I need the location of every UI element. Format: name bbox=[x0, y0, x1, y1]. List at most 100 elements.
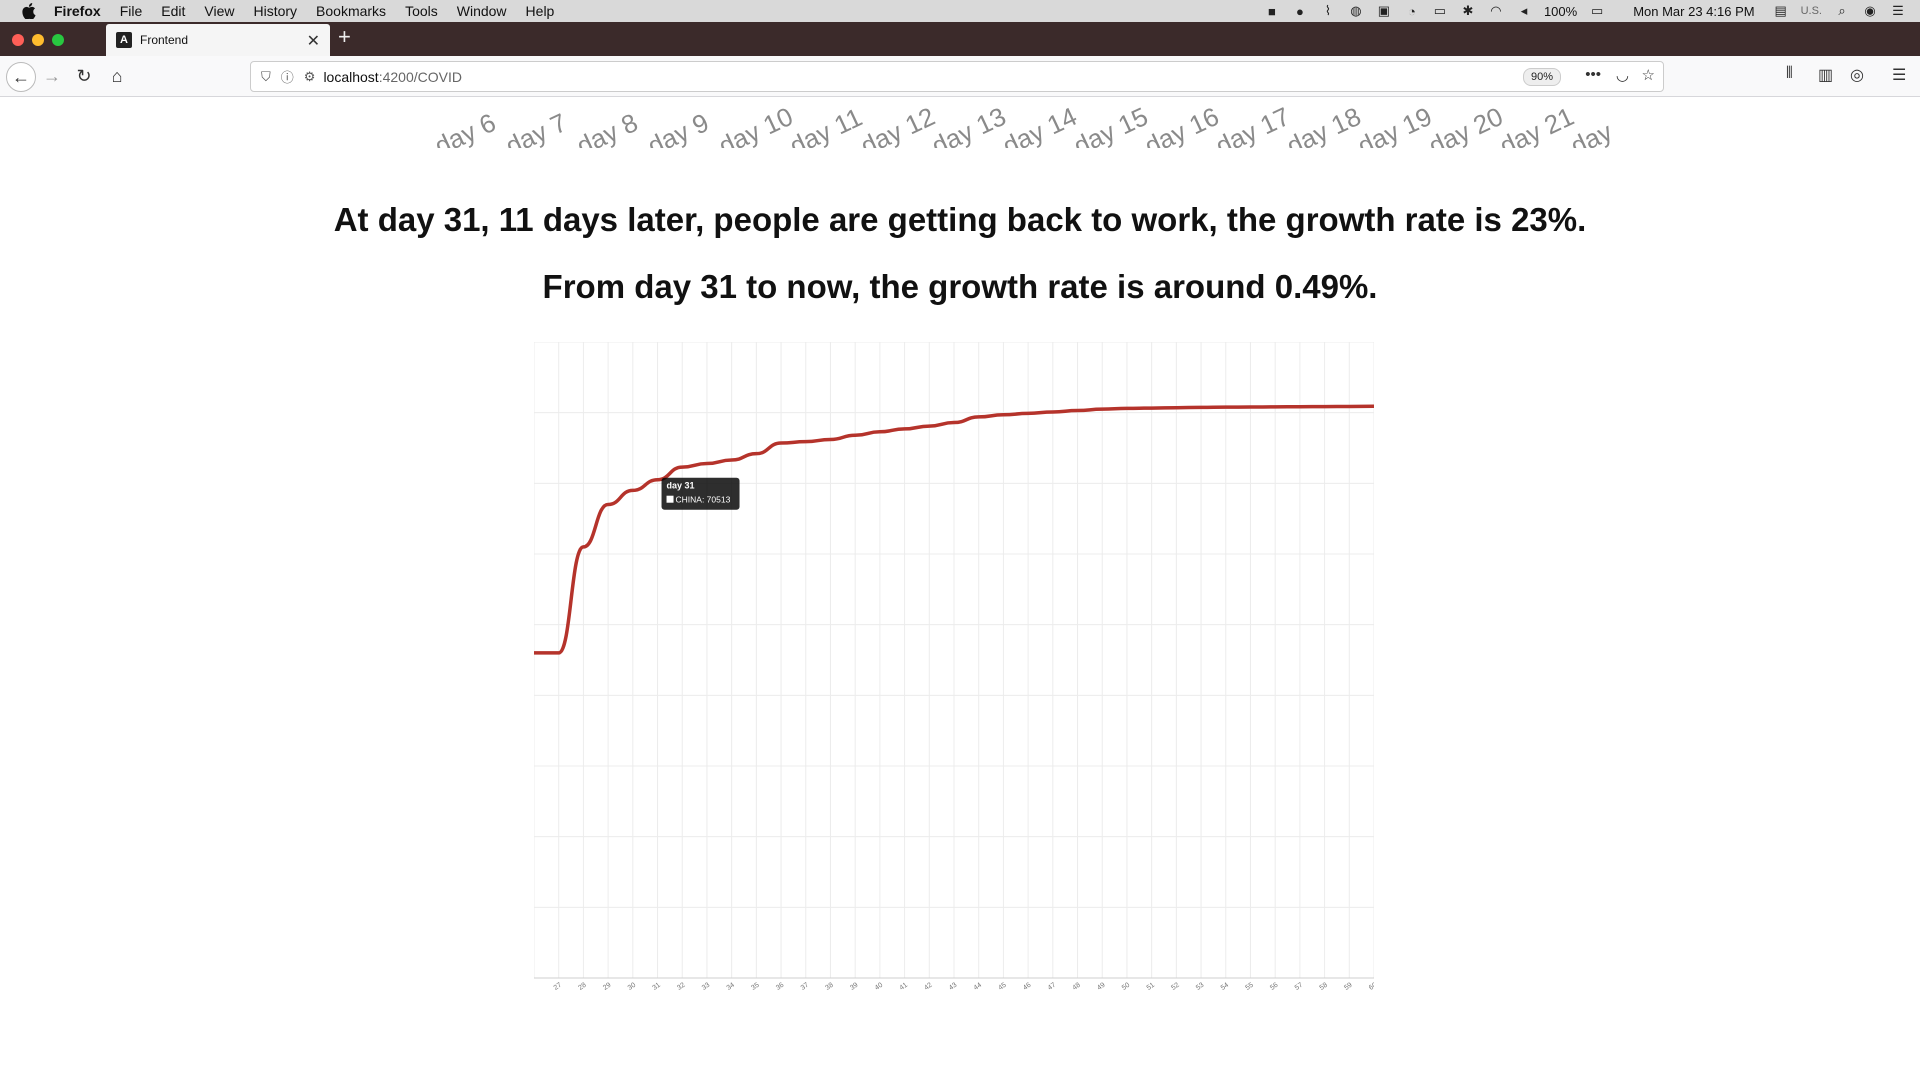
menu-bookmarks[interactable]: Bookmarks bbox=[316, 3, 387, 19]
x-tick-label: 41 bbox=[899, 982, 909, 992]
top-axis-label: day 18 bbox=[1282, 101, 1366, 148]
paperclip-icon[interactable]: ⌇ bbox=[1324, 3, 1332, 18]
x-tick-label: 59 bbox=[1343, 982, 1353, 992]
headline-day-31: At day 31, 11 days later, people are get… bbox=[333, 201, 1587, 238]
macos-menu-bar: Firefox File Edit View History Bookmarks… bbox=[0, 0, 1920, 22]
sync-icon[interactable]: ◔ bbox=[1408, 3, 1416, 19]
home-button[interactable]: ⌂ bbox=[111, 65, 123, 86]
volume-icon[interactable]: ◂ bbox=[1520, 3, 1528, 18]
tab-frontend[interactable]: A Frontend ✕ bbox=[106, 24, 330, 56]
x-tick-label: 32 bbox=[676, 982, 686, 992]
apple-icon[interactable] bbox=[20, 2, 38, 20]
x-tick-label: 39 bbox=[849, 982, 859, 992]
shield-app-icon[interactable]: ▣ bbox=[1377, 3, 1391, 18]
page-actions-icon[interactable]: ••• bbox=[1585, 66, 1601, 83]
menu-help[interactable]: Help bbox=[525, 3, 555, 19]
clock[interactable]: Mon Mar 23 4:16 PM bbox=[1633, 3, 1755, 19]
menu-file[interactable]: File bbox=[119, 3, 143, 19]
permissions-icon[interactable]: ⚙ bbox=[303, 68, 316, 84]
x-tick-label: 54 bbox=[1220, 982, 1230, 992]
top-axis-label: day 21 bbox=[1495, 101, 1579, 148]
x-tick-label: 37 bbox=[800, 982, 810, 992]
x-tick-label: 46 bbox=[1022, 982, 1032, 992]
chart-tooltip: day 31 CHINA: 70513 bbox=[661, 477, 740, 510]
zoom-level-badge[interactable]: 90% bbox=[1522, 68, 1561, 86]
x-tick-label: 49 bbox=[1096, 982, 1106, 992]
window-minimize-button[interactable] bbox=[32, 34, 44, 46]
top-axis-label: day 13 bbox=[927, 101, 1011, 148]
spotlight-icon[interactable]: ⌕ bbox=[1838, 3, 1846, 18]
zoom-app-icon[interactable]: ■ bbox=[1268, 3, 1276, 19]
china-covid-line-chart[interactable]: 27 28 29 30 31 32 33 34 35 36 37 38 39 40 41 42 43 44 45 46… bbox=[534, 342, 1374, 992]
sidebar-icon[interactable]: ▥ bbox=[1818, 67, 1834, 84]
battery-icon[interactable]: ▭ bbox=[1591, 3, 1604, 18]
x-tick-label: 55 bbox=[1244, 982, 1254, 992]
x-tick-label: 52 bbox=[1170, 982, 1180, 992]
x-tick-label: 48 bbox=[1071, 982, 1081, 992]
top-axis-label: day 8 bbox=[572, 107, 643, 148]
siri-icon[interactable]: ◉ bbox=[1864, 3, 1876, 18]
new-tab-button[interactable]: + bbox=[338, 24, 351, 49]
top-axis-label: day 17 bbox=[1211, 101, 1295, 148]
x-tick-label: 34 bbox=[726, 982, 736, 992]
url-path: :4200/COVID bbox=[378, 68, 462, 85]
url-bar[interactable]: ⛉ ⓘ ⚙ localhost:4200/COVID 90% ••• ◡ ☆ bbox=[250, 61, 1664, 92]
menu-window[interactable]: Window bbox=[456, 3, 507, 19]
status-tray: ■ ● ⌇ ◍ ▣ ◔ ▭ ✱ ◠ ◂ 100% ▭ Mon Mar 23 4:… bbox=[1264, 0, 1906, 22]
site-info-icon[interactable]: ⓘ bbox=[280, 70, 294, 85]
top-axis-label: day 16 bbox=[1140, 101, 1224, 148]
notification-center-icon[interactable]: ☰ bbox=[1892, 3, 1904, 18]
top-axis-label: day 7 bbox=[501, 107, 572, 148]
x-tick-label: 33 bbox=[701, 982, 711, 992]
menu-history[interactable]: History bbox=[253, 3, 298, 19]
navigation-toolbar: ← → ↻ ⌂ ⛉ ⓘ ⚙ localhost:4200/COVID 90% •… bbox=[0, 56, 1920, 97]
app-menu-firefox[interactable]: Firefox bbox=[54, 3, 101, 19]
tracking-shield-icon[interactable]: ⛉ bbox=[261, 68, 271, 84]
menu-edit[interactable]: Edit bbox=[161, 3, 186, 19]
flag-icon: ▤ bbox=[1774, 3, 1787, 18]
x-tick-label: 30 bbox=[627, 982, 637, 992]
bookmark-star-icon[interactable]: ☆ bbox=[1641, 67, 1655, 84]
x-tick-label: 44 bbox=[973, 982, 983, 992]
top-axis-label: day 6 bbox=[430, 107, 501, 148]
hamburger-menu-icon[interactable]: ☰ bbox=[1892, 67, 1907, 84]
back-button[interactable]: ← bbox=[6, 62, 36, 92]
x-tick-label: 53 bbox=[1195, 982, 1205, 992]
x-tick-label: 51 bbox=[1146, 982, 1156, 992]
account-icon[interactable]: ◎ bbox=[1850, 67, 1864, 84]
previous-chart-x-axis-labels: day 6 day 7 day 8 day 9 day 10 day 11 day 12 da… bbox=[420, 98, 1610, 148]
forward-button[interactable]: → bbox=[43, 65, 61, 86]
pocket-icon[interactable]: ◡ bbox=[1615, 67, 1629, 84]
top-axis-label: day 19 bbox=[1353, 101, 1437, 148]
x-tick-label: 40 bbox=[874, 982, 884, 992]
window-close-button[interactable] bbox=[12, 34, 24, 46]
tab-title: Frontend bbox=[140, 33, 189, 47]
top-axis-label: day 10 bbox=[714, 101, 798, 148]
menu-view[interactable]: View bbox=[204, 3, 235, 19]
wifi-icon[interactable]: ◠ bbox=[1490, 3, 1502, 18]
input-source[interactable]: U.S. bbox=[1800, 5, 1822, 17]
reload-button[interactable]: ↻ bbox=[76, 65, 92, 86]
window-zoom-button[interactable] bbox=[52, 34, 64, 46]
url-text[interactable]: localhost:4200/COVID bbox=[323, 69, 462, 85]
top-axis-label: day 9 bbox=[643, 107, 714, 148]
x-tick-label: 56 bbox=[1269, 982, 1279, 992]
battery-percent[interactable]: 100% bbox=[1543, 3, 1578, 19]
x-tick-label: 35 bbox=[750, 982, 760, 992]
x-tick-label: 42 bbox=[923, 982, 933, 992]
menu-tools[interactable]: Tools bbox=[405, 3, 438, 19]
x-tick-label: 36 bbox=[775, 982, 785, 992]
search-tool-icon[interactable]: ◍ bbox=[1350, 3, 1362, 18]
bluetooth-icon[interactable]: ✱ bbox=[1462, 3, 1474, 18]
tooltip-swatch bbox=[666, 495, 674, 503]
tooltip-title: day 31 bbox=[667, 481, 695, 491]
airplay-icon[interactable]: ▭ bbox=[1433, 3, 1447, 18]
top-axis-label: day 12 bbox=[856, 101, 940, 148]
x-tick-label: 47 bbox=[1047, 982, 1057, 992]
wechat-icon[interactable]: ● bbox=[1296, 3, 1304, 19]
top-axis-label: day 20 bbox=[1424, 101, 1508, 148]
library-icon[interactable]: ⫴ bbox=[1786, 65, 1793, 82]
x-tick-label: 28 bbox=[577, 982, 587, 992]
top-axis-label: day 14 bbox=[998, 101, 1082, 148]
tab-close-icon[interactable]: ✕ bbox=[306, 33, 320, 50]
